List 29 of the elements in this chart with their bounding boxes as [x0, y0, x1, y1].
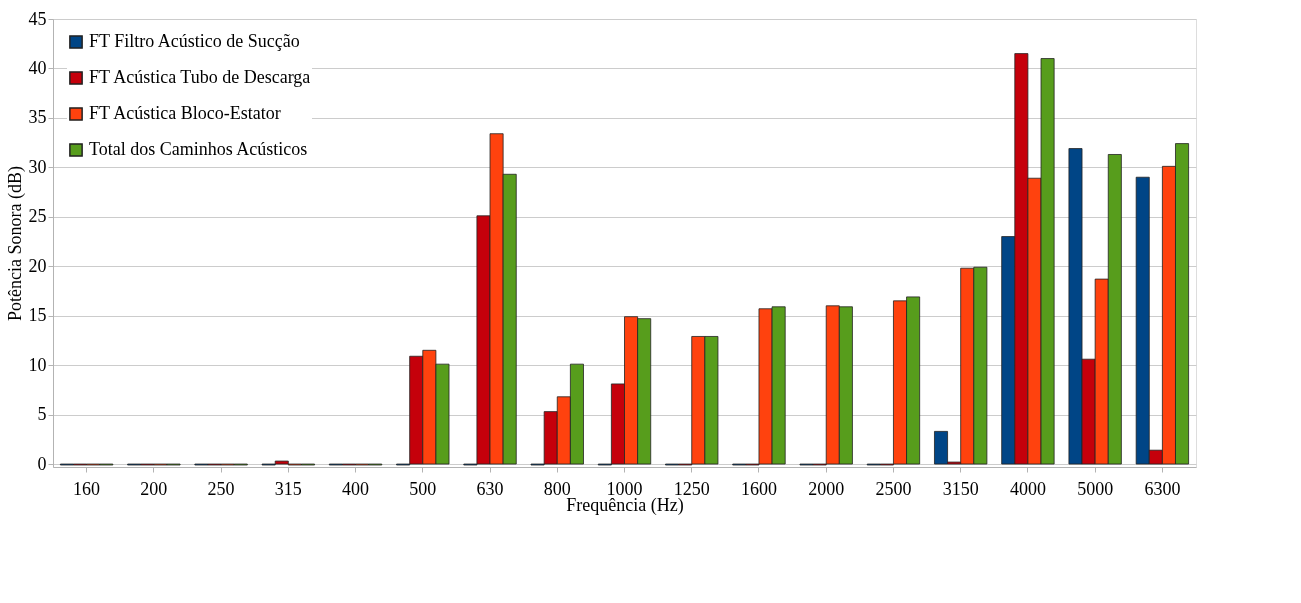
y-axis-title: Potência Sonora (dB): [4, 166, 26, 321]
x-tick-label: 6300: [1144, 478, 1181, 499]
x-tick-label: 400: [342, 478, 370, 499]
x-tick-label: 500: [409, 478, 437, 499]
x-tick-label: 2500: [875, 478, 912, 499]
y-tick-label: 5: [37, 404, 47, 425]
y-tick-label: 45: [28, 8, 47, 29]
x-tick-label: 2000: [808, 478, 845, 499]
y-tick-label: 10: [28, 354, 47, 375]
x-tick-label: 4000: [1009, 478, 1046, 499]
x-tick-label: 1600: [740, 478, 777, 499]
y-tick-label: 35: [28, 107, 47, 128]
x-tick-label: 3150: [942, 478, 979, 499]
legend-label: Total dos Caminhos Acústicos: [89, 139, 308, 159]
y-tick-label: 20: [28, 255, 47, 276]
x-tick-label: 630: [476, 478, 504, 499]
legend-label: FT Acústica Bloco-Estator: [89, 103, 281, 123]
legend-label: FT Acústica Tubo de Descarga: [89, 67, 311, 87]
legend-label: FT Filtro Acústico de Sucção: [89, 31, 300, 51]
y-tick-label: 15: [28, 305, 47, 326]
y-tick-label: 0: [37, 453, 47, 474]
y-tick-label: 40: [28, 57, 47, 78]
x-tick-label: 5000: [1077, 478, 1114, 499]
y-tick-label: 25: [28, 206, 47, 227]
y-tick-label: 30: [28, 156, 47, 177]
x-tick-label: 200: [140, 478, 168, 499]
x-tick-label: 250: [207, 478, 235, 499]
x-tick-label: 160: [73, 478, 101, 499]
x-tick-label: 315: [274, 478, 302, 499]
